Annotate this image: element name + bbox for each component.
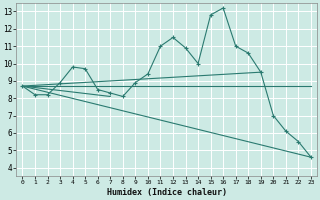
X-axis label: Humidex (Indice chaleur): Humidex (Indice chaleur) <box>107 188 227 197</box>
